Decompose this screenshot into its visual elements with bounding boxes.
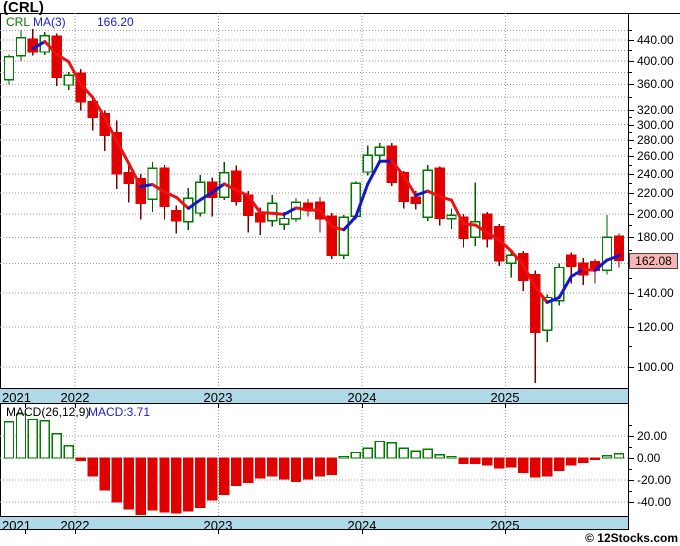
page-title: (CRL) bbox=[3, 0, 44, 16]
macd-axis-label: -40.00 bbox=[637, 495, 672, 509]
price-axis-tick bbox=[628, 214, 634, 215]
price-axis-label: 240.00 bbox=[637, 167, 674, 181]
price-axis-minor-tick bbox=[628, 97, 632, 98]
year-label-2022: 2022 bbox=[60, 390, 90, 405]
macd-axis-tick bbox=[628, 502, 634, 503]
price-axis-minor-tick bbox=[628, 278, 632, 279]
price-axis-label: 100.00 bbox=[637, 360, 674, 374]
year-tick-2024 bbox=[362, 404, 363, 408]
year-label-2024: 2024 bbox=[347, 390, 377, 405]
last-price-badge: 162.08 bbox=[629, 253, 678, 269]
price-axis-label: 440.00 bbox=[637, 33, 674, 47]
price-axis-tick bbox=[628, 174, 634, 175]
price-axis-tick bbox=[628, 293, 634, 294]
price-axis-minor-tick bbox=[628, 30, 632, 31]
price-axis-minor-tick bbox=[628, 183, 632, 184]
watermark: © 12Stocks.com bbox=[585, 531, 678, 545]
price-axis-label: 280.00 bbox=[637, 133, 674, 147]
price-axis-label: 360.00 bbox=[637, 77, 674, 91]
price-axis-label: 200.00 bbox=[637, 207, 674, 221]
year-label-2024: 2024 bbox=[347, 518, 377, 533]
price-axis-tick bbox=[628, 140, 634, 141]
price-axis-tick bbox=[628, 237, 634, 238]
price-chart bbox=[0, 13, 628, 388]
macd-axis-label: 0.00 bbox=[637, 451, 661, 465]
legend-symbol: CRL bbox=[6, 15, 31, 29]
year-tick-2024 bbox=[362, 530, 363, 534]
macd-chart bbox=[0, 404, 628, 516]
year-tick-2021 bbox=[25, 404, 26, 408]
year-tick-2023 bbox=[218, 404, 219, 408]
macd-axis-tick bbox=[628, 458, 634, 459]
macd-axis-tick bbox=[628, 436, 634, 437]
year-tick-2025 bbox=[505, 530, 506, 534]
macd-legend-label: MACD(26,12,9) bbox=[6, 405, 90, 419]
price-axis-label: 260.00 bbox=[637, 149, 674, 163]
price-axis-label: 300.00 bbox=[637, 118, 674, 132]
price-axis-tick bbox=[628, 110, 634, 111]
price-axis-minor-tick bbox=[628, 148, 632, 149]
panel-left-border bbox=[0, 13, 1, 530]
price-axis-label: 180.00 bbox=[637, 230, 674, 244]
legend-ma-value: 166.20 bbox=[97, 15, 134, 29]
macd-axis-minor-tick bbox=[628, 491, 632, 492]
macd-axis-tick bbox=[628, 480, 634, 481]
macd-axis-minor-tick bbox=[628, 447, 632, 448]
price-xaxis-band: 2021 2022 2023 2024 2025 bbox=[0, 388, 628, 405]
price-axis-minor-tick bbox=[628, 250, 632, 251]
macd-axis-label: -20.00 bbox=[637, 473, 672, 487]
year-tick-2022 bbox=[75, 530, 76, 534]
year-label-2023: 2023 bbox=[203, 518, 233, 533]
price-axis-tick bbox=[628, 84, 634, 85]
price-axis-minor-tick bbox=[628, 132, 632, 133]
price-axis-minor-tick bbox=[628, 346, 632, 347]
price-axis-tick bbox=[628, 40, 634, 41]
axis-divider bbox=[628, 13, 629, 530]
price-axis-label: 320.00 bbox=[637, 103, 674, 117]
year-label-2021: 2021 bbox=[2, 390, 31, 405]
price-axis-label: 140.00 bbox=[637, 286, 674, 300]
price-axis-tick bbox=[628, 156, 634, 157]
price-axis-minor-tick bbox=[628, 117, 632, 118]
price-axis-label: 120.00 bbox=[637, 320, 674, 334]
price-axis-minor-tick bbox=[628, 165, 632, 166]
year-label-2022: 2022 bbox=[60, 518, 90, 533]
legend-ma-label: MA(3) bbox=[33, 15, 66, 29]
price-axis-minor-tick bbox=[628, 309, 632, 310]
price-axis-label: 400.00 bbox=[637, 54, 674, 68]
price-axis-tick bbox=[628, 61, 634, 62]
year-label-2025: 2025 bbox=[490, 390, 520, 405]
macd-axis-minor-tick bbox=[628, 425, 632, 426]
macd-axis-minor-tick bbox=[628, 469, 632, 470]
year-tick-2022 bbox=[75, 404, 76, 408]
price-axis-label: 220.00 bbox=[637, 186, 674, 200]
year-tick-2023 bbox=[218, 530, 219, 534]
macd-legend-value: MACD:3.71 bbox=[88, 405, 151, 419]
year-label-2025: 2025 bbox=[490, 518, 520, 533]
price-axis-minor-tick bbox=[628, 72, 632, 73]
price-axis-minor-tick bbox=[628, 50, 632, 51]
price-axis-tick bbox=[628, 125, 634, 126]
year-label-2021: 2021 bbox=[2, 518, 31, 533]
price-axis-tick bbox=[628, 193, 634, 194]
macd-xaxis-band: 2021 2022 2023 2024 2025 bbox=[0, 516, 628, 533]
price-axis-minor-tick bbox=[628, 225, 632, 226]
macd-axis-label: 20.00 bbox=[637, 429, 668, 443]
price-axis-tick bbox=[628, 367, 634, 368]
year-tick-2025 bbox=[505, 404, 506, 408]
panel-top-border bbox=[0, 13, 680, 14]
year-tick-2021 bbox=[25, 530, 26, 534]
price-axis-minor-tick bbox=[628, 203, 632, 204]
price-axis-tick bbox=[628, 327, 634, 328]
year-label-2023: 2023 bbox=[203, 390, 233, 405]
